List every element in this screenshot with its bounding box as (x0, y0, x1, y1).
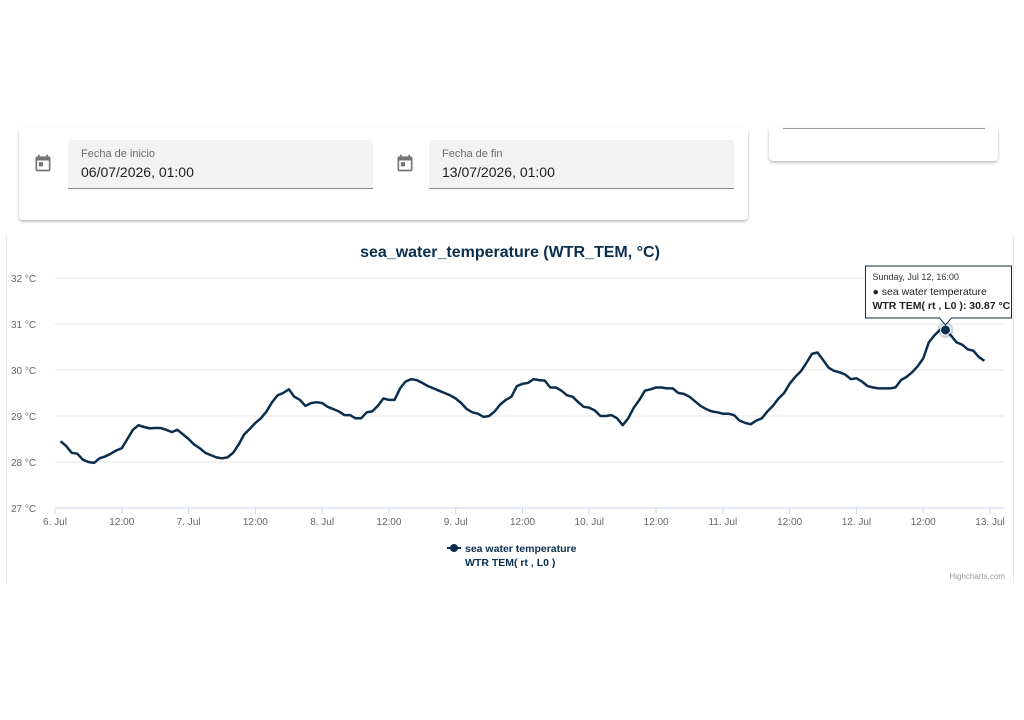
chart-credit[interactable]: Highcharts.com (949, 572, 1005, 581)
x-tick-label: 12:00 (243, 517, 268, 528)
tooltip: Sunday, Jul 12, 16:00 ● sea water temper… (864, 265, 1012, 326)
y-axis-labels: 27 °C 28 °C 29 °C 30 °C 31 °C 32 °C (11, 274, 36, 515)
side-panel-input-underline (783, 128, 985, 129)
x-tick-label: 12:00 (644, 517, 669, 528)
x-tick-label: 12:00 (510, 517, 535, 528)
tooltip-title: Sunday, Jul 12, 16:00 (872, 272, 958, 282)
x-axis-labels: 6. Jul 12:00 7. Jul 12:00 8. Jul 12:00 9. Jul 1… (43, 517, 1005, 528)
tooltip-box (864, 265, 1012, 326)
x-tick-label: 6. Jul (43, 517, 67, 528)
y-tick-label: 28 °C (11, 458, 36, 469)
end-date-label: Fecha de fin (442, 148, 503, 160)
x-tick-label: 13. Jul (975, 517, 1004, 528)
legend[interactable]: sea water temperature WTR TEM( rt , L0 ) (447, 543, 577, 569)
x-tick-label: 11. Jul (708, 517, 737, 528)
start-date-label: Fecha de inicio (81, 148, 155, 160)
y-tick-label: 31 °C (11, 320, 36, 331)
legend-symbol-marker (450, 544, 458, 552)
line-chart: sea_water_temperature (WTR_TEM, °C) 27 °… (11, 244, 1012, 581)
x-tick-label: 10. Jul (575, 517, 604, 528)
chart-card: sea_water_temperature (WTR_TEM, °C) 27 °… (6, 235, 1014, 583)
end-date-value[interactable]: 13/07/2026, 01:00 (442, 164, 555, 180)
tooltip-value: WTR TEM( rt , L0 ): 30.87 °C (872, 300, 1010, 312)
x-tick-label: 12:00 (777, 517, 802, 528)
start-date-value[interactable]: 06/07/2026, 01:00 (81, 164, 194, 180)
x-tick-label: 12:00 (109, 517, 134, 528)
hover-marker[interactable] (939, 324, 951, 336)
start-date-field[interactable]: Fecha de inicio 06/07/2026, 01:00 (68, 140, 373, 189)
y-tick-label: 32 °C (11, 274, 36, 285)
x-tick-label: 12. Jul (842, 517, 871, 528)
x-tick-label: 9. Jul (444, 517, 468, 528)
calendar-icon[interactable] (33, 153, 53, 173)
y-tick-label: 30 °C (11, 366, 36, 377)
end-date-field[interactable]: Fecha de fin 13/07/2026, 01:00 (429, 140, 734, 189)
x-axis (54, 507, 1004, 514)
y-tick-label: 29 °C (11, 412, 36, 423)
tooltip-series: ● sea water temperature (872, 286, 986, 298)
date-filter-panel: Fecha de inicio 06/07/2026, 01:00 Fecha … (19, 128, 748, 220)
legend-label-line2[interactable]: WTR TEM( rt , L0 ) (465, 557, 555, 569)
y-tick-label: 27 °C (11, 504, 36, 515)
calendar-icon[interactable] (395, 153, 415, 173)
side-panel (769, 128, 998, 161)
x-tick-label: 7. Jul (177, 517, 201, 528)
series-line[interactable] (59, 328, 986, 465)
x-tick-label: 12:00 (911, 517, 936, 528)
x-tick-label: 12:00 (376, 517, 401, 528)
legend-label-line1[interactable]: sea water temperature (465, 543, 577, 555)
chart-title: sea_water_temperature (WTR_TEM, °C) (360, 244, 660, 261)
x-tick-label: 8. Jul (310, 517, 334, 528)
grid-lines (55, 277, 1004, 463)
